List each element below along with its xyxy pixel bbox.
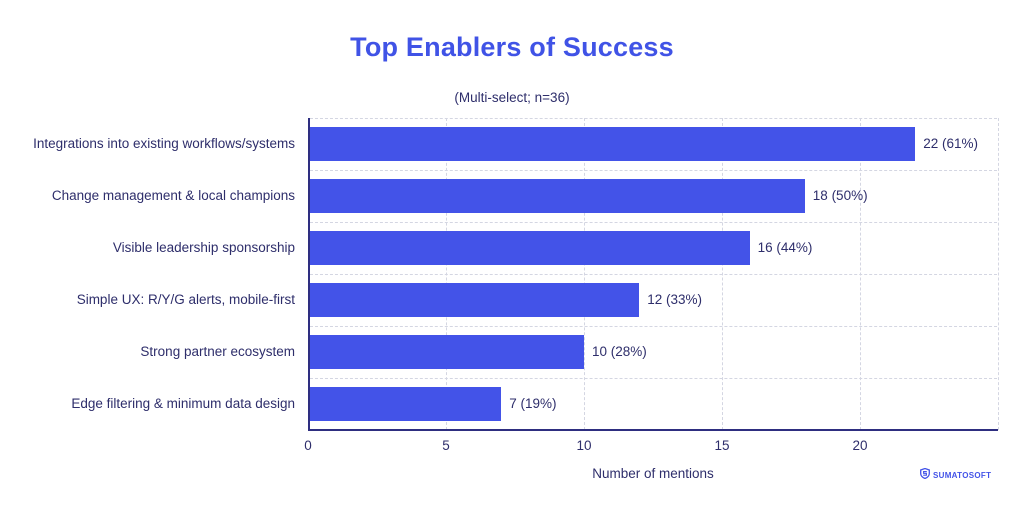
x-axis-line xyxy=(308,429,998,431)
horizontal-grid-line xyxy=(310,170,997,171)
bar xyxy=(310,127,916,161)
bar-value-label: 22 (61%) xyxy=(923,136,978,151)
bar xyxy=(310,335,584,369)
horizontal-grid-line xyxy=(310,326,997,327)
chart-title: Top Enablers of Success xyxy=(350,32,674,62)
chart-subtitle: (Multi-select; n=36) xyxy=(454,90,570,105)
vertical-grid-line xyxy=(998,118,999,430)
horizontal-grid-line xyxy=(310,378,997,379)
x-tick-label: 10 xyxy=(576,438,592,453)
horizontal-grid-line xyxy=(310,222,997,223)
bar-value-label: 12 (33%) xyxy=(647,292,702,307)
horizontal-grid-line xyxy=(310,274,997,275)
brand-logo: SUMATOSOFT xyxy=(920,466,991,484)
bar xyxy=(310,283,640,317)
y-axis-line xyxy=(308,118,310,431)
sumatosoft-shield-icon xyxy=(920,466,930,484)
x-tick-label: 5 xyxy=(442,438,450,453)
bar xyxy=(310,387,502,421)
x-tick-label: 20 xyxy=(852,438,868,453)
bar-value-label: 10 (28%) xyxy=(592,344,647,359)
category-label: Change management & local champions xyxy=(51,188,295,203)
bar xyxy=(310,179,805,213)
category-label: Integrations into existing workflows/sys… xyxy=(33,136,295,151)
brand-name: SUMATOSOFT xyxy=(933,470,992,480)
bar-value-label: 18 (50%) xyxy=(812,188,868,203)
bar-value-label: 7 (19%) xyxy=(509,396,557,411)
category-label: Visible leadership sponsorship xyxy=(112,240,295,255)
category-label: Edge filtering & minimum data design xyxy=(71,396,295,411)
x-tick-label: 0 xyxy=(304,438,312,453)
bar-value-label: 16 (44%) xyxy=(757,240,813,255)
category-label: Simple UX: R/Y/G alerts, mobile-first xyxy=(76,292,295,307)
horizontal-grid-line xyxy=(310,118,997,119)
x-axis-title: Number of mentions xyxy=(592,466,714,481)
x-tick-label: 15 xyxy=(714,438,730,453)
bar xyxy=(310,231,750,265)
category-label: Strong partner ecosystem xyxy=(140,344,295,359)
